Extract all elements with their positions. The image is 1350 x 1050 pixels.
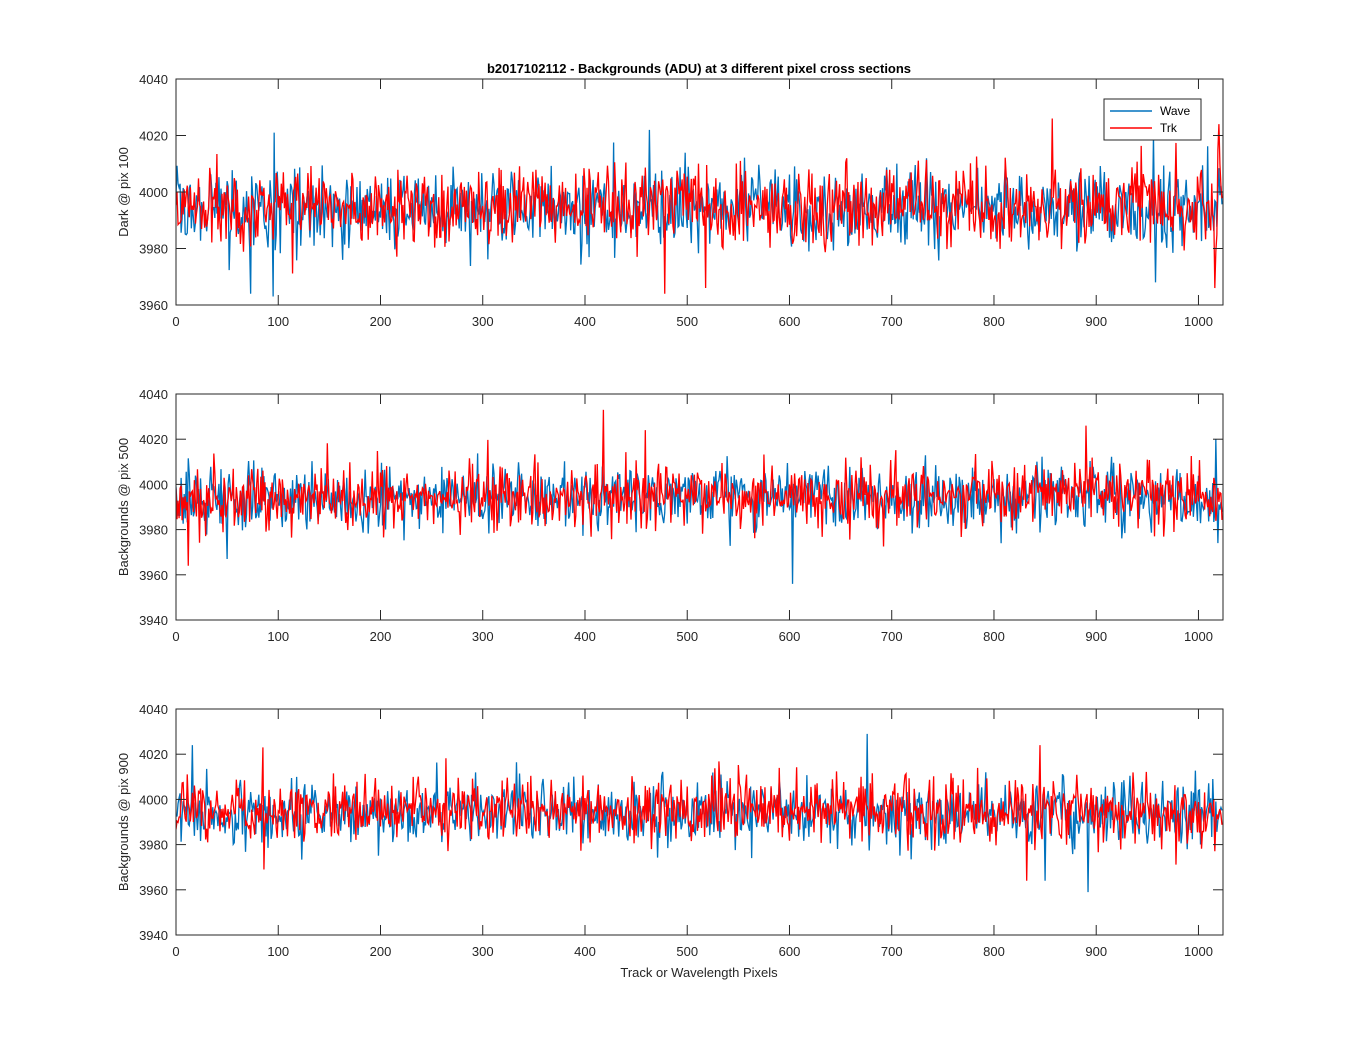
x-tick-label: 900	[1085, 314, 1107, 329]
y-tick-label: 3980	[139, 838, 168, 853]
x-tick-label: 200	[370, 944, 392, 959]
y-tick-label: 3960	[139, 568, 168, 583]
x-tick-label: 800	[983, 314, 1005, 329]
x-tick-label: 200	[370, 629, 392, 644]
x-tick-label: 600	[779, 314, 801, 329]
legend-label-trk: Trk	[1160, 121, 1178, 135]
x-tick-label: 500	[676, 314, 698, 329]
y-tick-label: 4020	[139, 747, 168, 762]
y-tick-label: 4000	[139, 792, 168, 807]
y-tick-label: 4020	[139, 129, 168, 144]
y-tick-label: 4040	[139, 387, 168, 402]
x-tick-label: 300	[472, 314, 494, 329]
x-tick-label: 600	[779, 629, 801, 644]
y-tick-label: 4000	[139, 477, 168, 492]
x-tick-label: 100	[267, 314, 289, 329]
x-tick-label: 1000	[1184, 944, 1213, 959]
x-tick-label: 400	[574, 629, 596, 644]
y-axis-title-1: Dark @ pix 100	[116, 147, 131, 237]
y-tick-label: 4040	[139, 702, 168, 717]
x-tick-label: 1000	[1184, 314, 1213, 329]
y-tick-label: 3980	[139, 242, 168, 257]
axes-box-3	[175, 708, 1224, 936]
x-tick-label: 300	[472, 629, 494, 644]
x-tick-label: 700	[881, 944, 903, 959]
x-tick-label: 300	[472, 944, 494, 959]
series-line-trk-3	[176, 745, 1223, 881]
subplot-3: 0 100 200 300 400 500 600 700 800 900 1000 3940 3960…	[116, 702, 1224, 959]
y-tick-label: 3960	[139, 883, 168, 898]
subplot-2: 0 100 200 300 400 500 600 700 800 900 1000 3940 3960…	[116, 387, 1224, 644]
axes-box-2	[175, 393, 1224, 621]
x-axis-title: Track or Wavelength Pixels	[620, 965, 778, 980]
x-tick-label: 900	[1085, 629, 1107, 644]
legend-box	[1103, 98, 1202, 141]
x-tick-label: 800	[983, 629, 1005, 644]
x-tick-label: 100	[267, 944, 289, 959]
x-tick-label: 200	[370, 314, 392, 329]
x-tick-label: 0	[172, 629, 179, 644]
x-tick-label: 1000	[1184, 629, 1213, 644]
y-tick-label: 3960	[139, 298, 168, 313]
x-tick-label: 500	[676, 944, 698, 959]
x-tick-label: 0	[172, 314, 179, 329]
x-tick-label: 400	[574, 314, 596, 329]
y-tick-label: 3940	[139, 613, 168, 628]
x-tick-label: 100	[267, 629, 289, 644]
y-tick-label: 4020	[139, 432, 168, 447]
series-line-trk-1	[176, 118, 1223, 294]
x-tick-label: 800	[983, 944, 1005, 959]
series-line-trk-2	[176, 409, 1223, 566]
x-tick-label: 700	[881, 629, 903, 644]
axes-container: 0 100 200 300 400 500 600 700 800 900 100039603980…	[116, 72, 1224, 959]
subplot-1: 0 100 200 300 400 500 600 700 800 900 1000 3960 3980…	[116, 72, 1224, 329]
series-line-wave-3	[176, 733, 1223, 893]
y-tick-label: 4000	[139, 185, 168, 200]
x-tick-label: 400	[574, 944, 596, 959]
x-tick-label: 0	[172, 944, 179, 959]
x-tick-label: 600	[779, 944, 801, 959]
y-tick-label: 4040	[139, 72, 168, 87]
x-tick-label: 900	[1085, 944, 1107, 959]
y-tick-label: 3980	[139, 523, 168, 538]
y-axis-title-2: Backgrounds @ pix 500	[116, 438, 131, 576]
legend: Wave Trk	[1103, 98, 1202, 141]
y-axis-title-3: Backgrounds @ pix 900	[116, 753, 131, 891]
y-tick-label: 3940	[139, 928, 168, 943]
x-tick-label: 700	[881, 314, 903, 329]
legend-label-wave: Wave	[1160, 104, 1191, 118]
figure-title: b2017102112 - Backgrounds (ADU) at 3 dif…	[487, 61, 911, 76]
x-tick-label: 500	[676, 629, 698, 644]
